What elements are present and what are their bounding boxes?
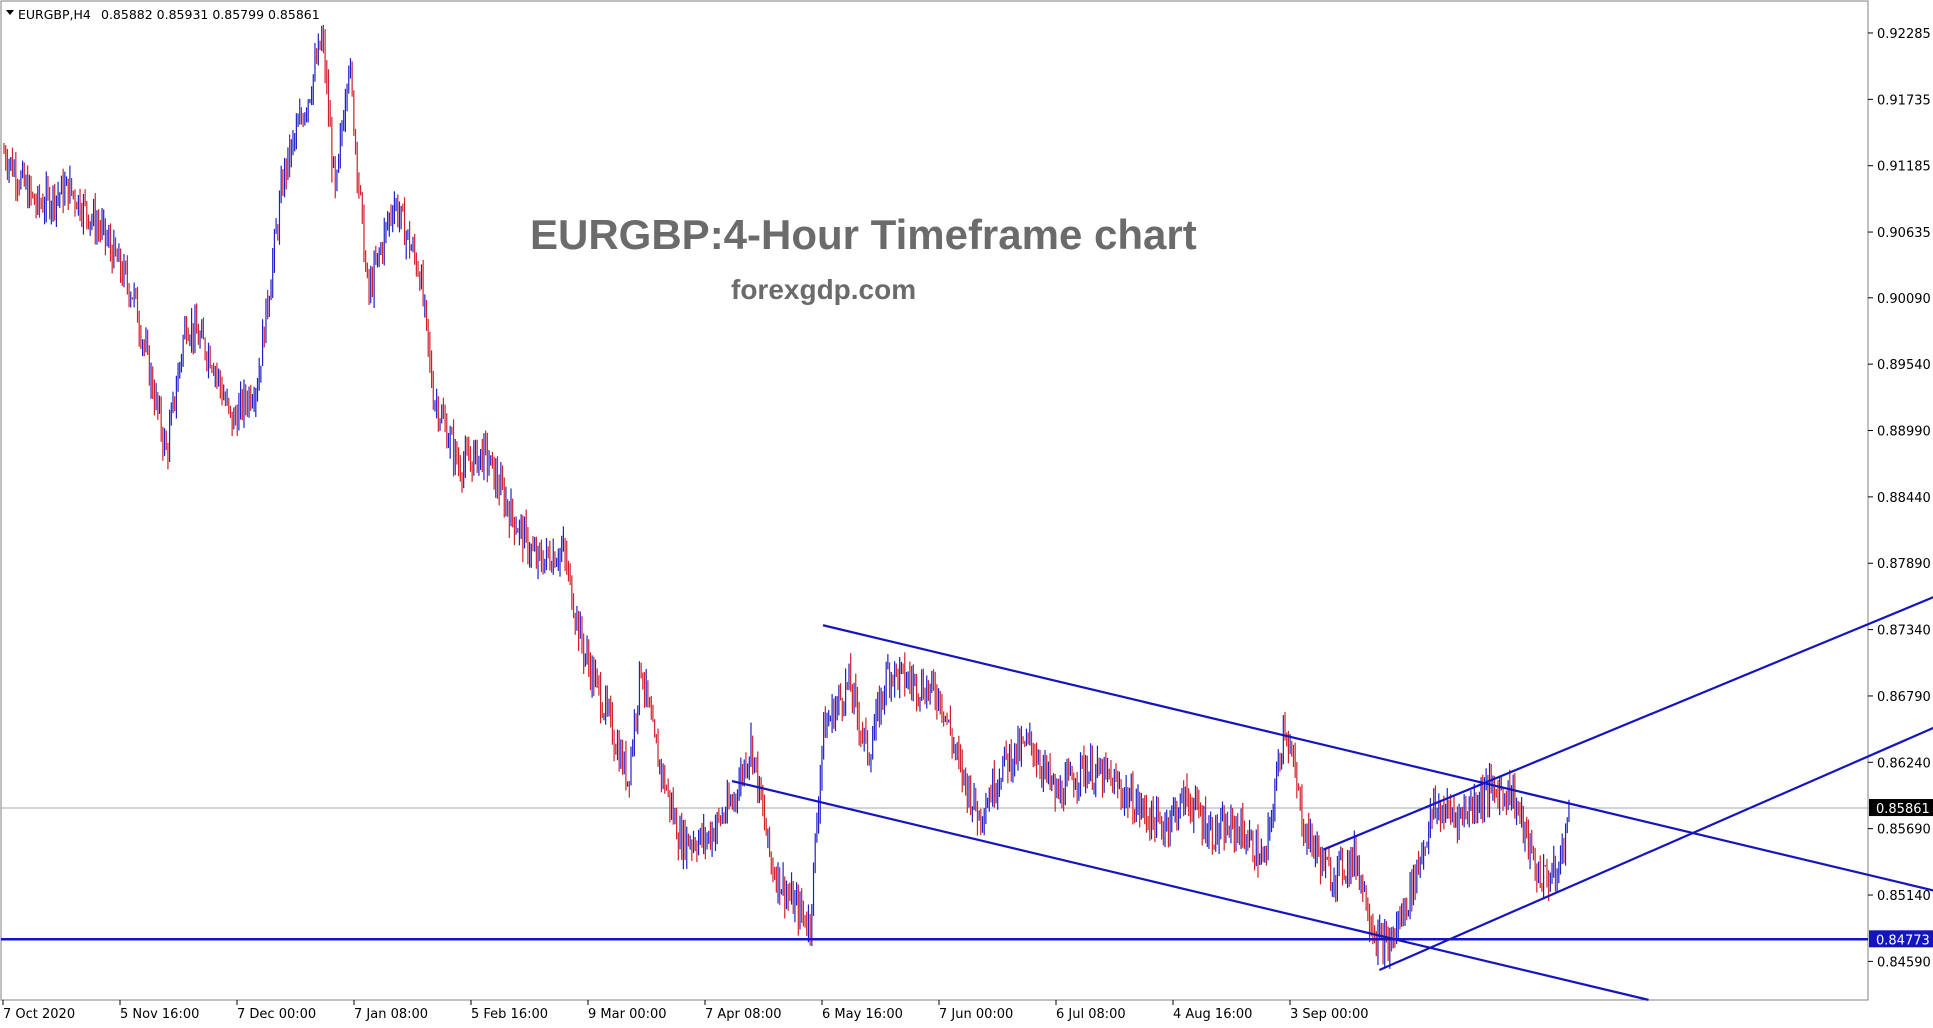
y-tick-label: 0.85140 [1877,889,1931,904]
y-tick-label: 0.91185 [1877,160,1931,175]
x-tick-label: 6 Jul 08:00 [1056,1007,1126,1022]
ohlc-values: 0.85882 0.85931 0.85799 0.85861 [101,7,320,22]
y-tick-label: 0.89540 [1877,358,1931,373]
y-axis: 0.92285 0.91735 0.91185 0.90635 0.90090 0.895… [1868,27,1931,970]
chart-title-watermark: EURGBP:4-Hour Timeframe chart [530,211,1197,258]
x-tick-label: 7 Dec 00:00 [237,1007,316,1022]
y-tick-label: 0.92285 [1877,27,1931,42]
x-tick-label: 7 Jan 08:00 [354,1007,428,1022]
x-tick-label: 6 May 16:00 [822,1007,903,1022]
x-tick-label: 5 Feb 16:00 [471,1007,548,1022]
x-tick-label: 9 Mar 00:00 [588,1007,667,1022]
y-tick-label: 0.84590 [1877,955,1931,970]
x-tick-label: 4 Aug 16:00 [1173,1007,1252,1022]
current-price-tag-label: 0.85861 [1876,802,1930,817]
y-tick-label: 0.85690 [1877,823,1931,838]
x-tick-label: 3 Sep 00:00 [1290,1007,1369,1022]
symbol-label: EURGBP,H4 [18,7,91,22]
y-tick-label: 0.88990 [1877,425,1931,440]
y-tick-label: 0.86790 [1877,690,1931,705]
y-tick-label: 0.88440 [1877,491,1931,506]
y-tick-label: 0.87890 [1877,557,1931,572]
x-tick-label: 7 Apr 08:00 [705,1007,782,1022]
x-tick-label: 7 Jun 00:00 [939,1007,1013,1022]
support-level-tag-label: 0.84773 [1876,933,1930,948]
y-tick-label: 0.90635 [1877,226,1931,241]
x-tick-label: 5 Nov 16:00 [120,1007,199,1022]
y-tick-label: 0.91735 [1877,93,1931,108]
y-tick-label: 0.86240 [1877,756,1931,771]
site-watermark: forexgdp.com [731,274,916,305]
y-tick-label: 0.90090 [1877,292,1931,307]
x-tick-label: 7 Oct 2020 [3,1007,75,1022]
y-tick-label: 0.87340 [1877,624,1931,639]
